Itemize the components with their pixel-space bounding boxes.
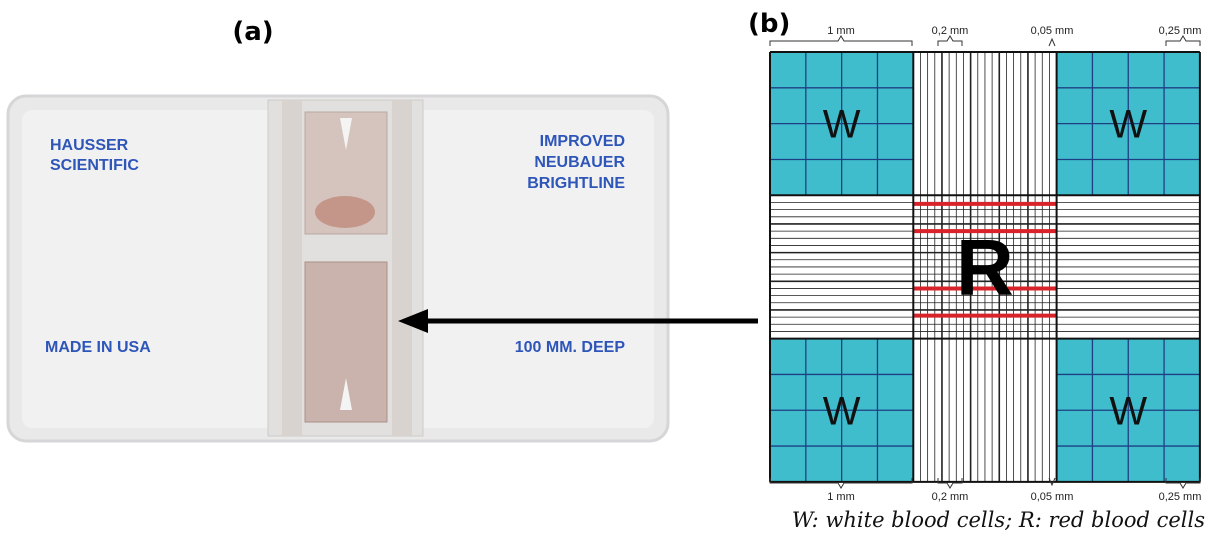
- slide-text: 100 MM. DEEP: [515, 339, 626, 356]
- dimension-brace: [938, 36, 962, 46]
- region-label: W: [1109, 103, 1147, 147]
- dimension-caret: [1049, 39, 1055, 46]
- panel-label: (a): [232, 17, 273, 47]
- dimension-label: 1 mm: [827, 491, 855, 503]
- caption: W: white blood cells; R: red blood cells: [792, 508, 1205, 532]
- figure: (a) (b) HAUSSER SCIENTIFIC IMPROVED NEUB…: [0, 0, 1215, 544]
- dimension-label: 0,05 mm: [1031, 491, 1074, 503]
- slide-text: BRIGHTLINE: [527, 175, 625, 192]
- dimension-brace: [770, 36, 912, 46]
- slide-text: NEUBAUER: [534, 154, 625, 171]
- region-label: W: [1109, 389, 1147, 433]
- slide-text: IMPROVED: [540, 133, 625, 150]
- dimension-label: 0,2 mm: [932, 491, 969, 503]
- slide-text: HAUSSER: [50, 137, 129, 154]
- dimension-brace: [1166, 36, 1200, 46]
- counting-grid: W W W W R: [770, 52, 1200, 482]
- dimension-label: 0,05 mm: [1031, 25, 1074, 37]
- region-label: W: [823, 389, 861, 433]
- dimension-label: 0,25 mm: [1159, 491, 1202, 503]
- region-label: W: [823, 103, 861, 147]
- dimension-label: 0,25 mm: [1159, 25, 1202, 37]
- slide-text: SCIENTIFIC: [50, 157, 139, 174]
- region-label: R: [956, 223, 1014, 312]
- slide-text: MADE IN USA: [45, 339, 151, 356]
- panel-label: (b): [748, 9, 790, 39]
